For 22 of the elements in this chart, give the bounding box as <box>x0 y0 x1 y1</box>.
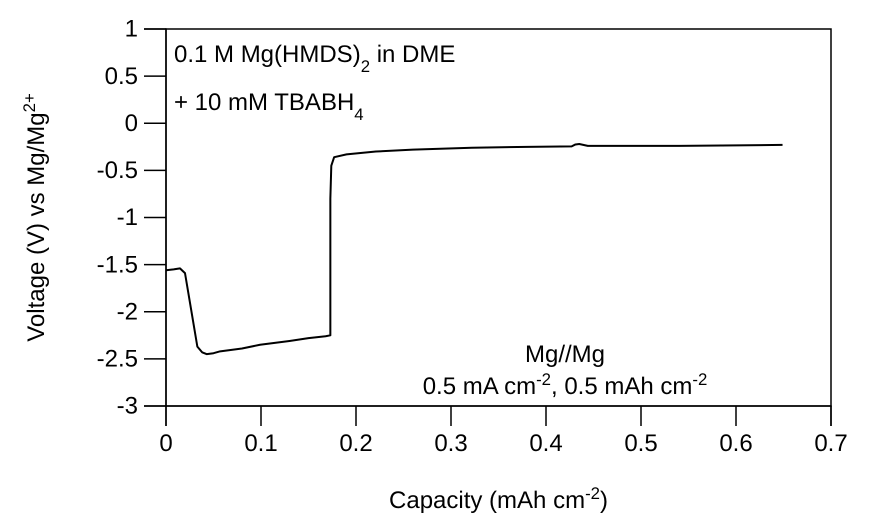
x-axis-title: Capacity (mAh cm$^{-2}$) <box>389 484 608 514</box>
x-tick-label: 0.1 <box>244 430 278 458</box>
y-tick-label: -1 <box>116 204 138 232</box>
y-tick-label: -1.5 <box>96 251 138 278</box>
y-tick-label: -0.5 <box>96 157 138 184</box>
x-tick-label: 0 <box>159 430 173 458</box>
y-tick-label: 1 <box>124 16 138 43</box>
annotation: 0.1 M Mg(HMDS)$_{2}$ in DME <box>174 41 456 76</box>
y-tick-label: -2.5 <box>96 346 138 373</box>
y-tick-label: -3 <box>116 392 138 420</box>
annotation: 0.5 mA cm$^{-2}$, 0.5 mAh cm$^{-2}$ <box>422 370 708 400</box>
x-tick-label: 0.3 <box>434 430 468 458</box>
x-tick-label: 0.2 <box>339 430 373 458</box>
x-tick-label: 0.7 <box>814 430 848 458</box>
x-tick-label: 0.6 <box>719 430 753 458</box>
y-tick-label: 0.5 <box>104 62 138 90</box>
y-tick-label: 0 <box>124 110 138 137</box>
annotation: Mg//Mg <box>524 341 606 368</box>
y-tick-label: -2 <box>116 298 138 326</box>
x-tick-label: 0.4 <box>529 430 563 458</box>
x-tick-label: 0.5 <box>624 430 658 458</box>
annotation: + 10 mM TBABH$_{4}$ <box>174 89 364 124</box>
